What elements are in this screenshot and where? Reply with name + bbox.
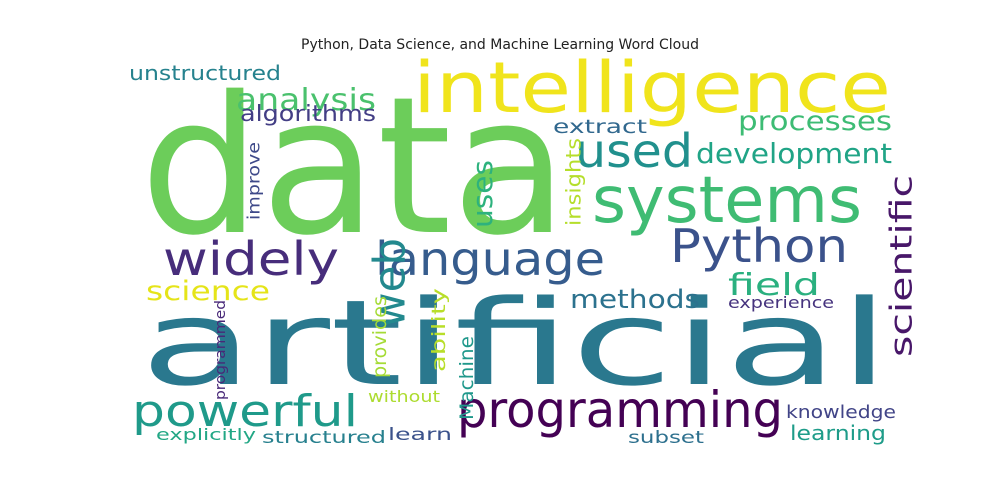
word-ability: ability bbox=[428, 288, 450, 372]
word-provides: provides bbox=[369, 296, 391, 378]
cloud-background bbox=[130, 60, 890, 450]
word-processes: processes bbox=[738, 106, 892, 137]
word-insights: insights bbox=[562, 138, 586, 226]
word-powerful: powerful bbox=[132, 386, 358, 437]
word-knowledge: knowledge bbox=[786, 402, 896, 423]
word-methods: methods bbox=[570, 285, 700, 315]
word-without: without bbox=[368, 387, 440, 406]
word-field: field bbox=[728, 268, 820, 303]
word-development: development bbox=[696, 137, 892, 170]
word-systems: systems bbox=[592, 164, 862, 238]
word-machine: Machine bbox=[456, 336, 478, 420]
word-data: data bbox=[140, 56, 568, 277]
word-artificial: artificial bbox=[140, 274, 890, 412]
word-subset: subset bbox=[628, 428, 704, 448]
word-programming: programming bbox=[457, 381, 783, 439]
word-language: language bbox=[375, 232, 605, 286]
word-science: science bbox=[146, 276, 270, 307]
word-extract: extract bbox=[553, 116, 647, 138]
word-structured: structured bbox=[262, 428, 386, 448]
word-improve: improve bbox=[244, 142, 264, 220]
word-used: used bbox=[575, 124, 693, 178]
word-learn: learn bbox=[388, 425, 452, 445]
word-analysis: analysis bbox=[236, 83, 376, 118]
chart-title: Python, Data Science, and Machine Learni… bbox=[301, 37, 699, 53]
word-scientific: scientific bbox=[884, 175, 919, 357]
word-algorithms: algorithms bbox=[240, 102, 376, 127]
word-web: web bbox=[364, 238, 415, 328]
word-unstructured: unstructured bbox=[129, 61, 281, 85]
word-widely: widely bbox=[163, 232, 339, 286]
word-explicitly: explicitly bbox=[156, 425, 256, 444]
word-experience: experience bbox=[728, 293, 834, 312]
word-programmed: programmed bbox=[213, 300, 229, 400]
word-learning: learning bbox=[790, 421, 886, 445]
word-python: Python bbox=[670, 219, 848, 273]
word-uses: uses bbox=[466, 160, 499, 228]
word-intelligence: intelligence bbox=[413, 47, 891, 129]
